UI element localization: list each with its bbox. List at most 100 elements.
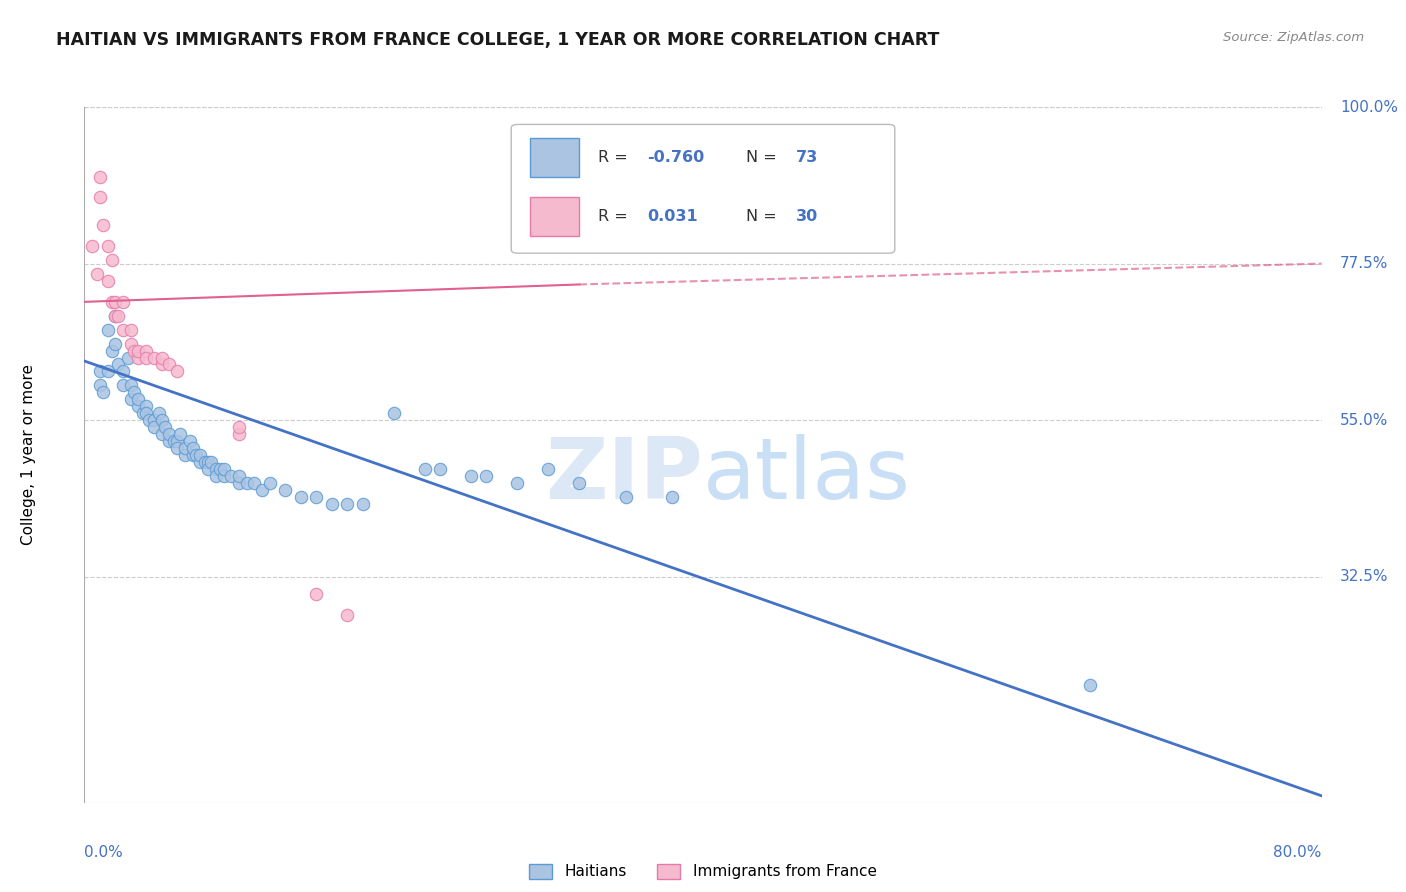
Point xyxy=(537,462,560,476)
Point xyxy=(475,468,498,483)
Point xyxy=(321,497,343,511)
Point xyxy=(89,190,111,204)
Text: -0.760: -0.760 xyxy=(647,150,704,165)
Text: N =: N = xyxy=(747,209,782,224)
Point xyxy=(101,253,124,268)
Point xyxy=(336,607,359,622)
Text: atlas: atlas xyxy=(703,434,911,517)
Point xyxy=(86,267,108,281)
Point xyxy=(212,468,235,483)
Point xyxy=(143,420,166,434)
Legend: Haitians, Immigrants from France: Haitians, Immigrants from France xyxy=(523,857,883,886)
Point xyxy=(112,378,135,392)
Point xyxy=(112,323,135,337)
Point xyxy=(104,336,127,351)
Point xyxy=(104,294,127,309)
Point xyxy=(117,351,139,365)
Point xyxy=(148,406,170,420)
Point xyxy=(194,455,217,469)
Text: R =: R = xyxy=(598,150,633,165)
Point xyxy=(127,351,149,365)
Point xyxy=(460,468,482,483)
Point xyxy=(174,448,197,462)
Point xyxy=(352,497,374,511)
Point xyxy=(120,336,142,351)
Text: HAITIAN VS IMMIGRANTS FROM FRANCE COLLEGE, 1 YEAR OR MORE CORRELATION CHART: HAITIAN VS IMMIGRANTS FROM FRANCE COLLEG… xyxy=(56,31,939,49)
Point xyxy=(150,358,173,372)
Point xyxy=(212,462,235,476)
Point xyxy=(188,448,211,462)
FancyBboxPatch shape xyxy=(530,197,579,235)
Point xyxy=(101,343,124,358)
Point xyxy=(274,483,297,497)
Point xyxy=(89,169,111,184)
Point xyxy=(159,358,180,372)
Point xyxy=(96,274,118,288)
Point xyxy=(127,399,149,413)
Point xyxy=(82,239,104,253)
Point xyxy=(135,343,157,358)
Point xyxy=(150,351,173,365)
Point xyxy=(135,399,157,413)
Text: 0.0%: 0.0% xyxy=(84,845,124,860)
Point xyxy=(290,490,312,504)
Text: 30: 30 xyxy=(796,209,818,224)
Point xyxy=(150,413,173,427)
Point xyxy=(243,475,266,490)
Point xyxy=(209,462,232,476)
Point xyxy=(228,475,250,490)
Point xyxy=(112,364,135,378)
Point xyxy=(228,420,250,434)
Point xyxy=(184,448,207,462)
Point xyxy=(122,385,145,400)
Point xyxy=(135,406,157,420)
Point xyxy=(205,468,228,483)
Point xyxy=(96,364,118,378)
Point xyxy=(259,475,281,490)
Point xyxy=(166,364,188,378)
Point xyxy=(614,490,637,504)
Point xyxy=(181,448,204,462)
Point xyxy=(120,392,142,407)
Point xyxy=(138,413,160,427)
Point xyxy=(205,462,228,476)
Point xyxy=(305,587,328,601)
Point xyxy=(107,309,129,323)
Point xyxy=(120,323,142,337)
Point xyxy=(174,441,197,455)
Point xyxy=(228,468,250,483)
Point xyxy=(91,385,114,400)
Point xyxy=(166,441,188,455)
Point xyxy=(200,455,222,469)
Point xyxy=(104,309,127,323)
Point xyxy=(159,427,180,442)
Point xyxy=(135,351,157,365)
Point xyxy=(159,434,180,448)
Point xyxy=(127,343,149,358)
Point xyxy=(143,413,166,427)
Point xyxy=(127,392,149,407)
Point xyxy=(382,406,405,420)
Text: College, 1 year or more: College, 1 year or more xyxy=(21,365,37,545)
Point xyxy=(89,378,111,392)
Point xyxy=(305,490,328,504)
Point xyxy=(96,323,118,337)
Point xyxy=(179,434,201,448)
Point xyxy=(568,475,591,490)
Point xyxy=(163,434,186,448)
Point xyxy=(107,358,129,372)
Text: 100.0%: 100.0% xyxy=(1340,100,1398,114)
Point xyxy=(197,455,219,469)
Point xyxy=(101,294,124,309)
Point xyxy=(429,462,451,476)
Text: 32.5%: 32.5% xyxy=(1340,569,1389,584)
Point xyxy=(166,434,188,448)
Point xyxy=(132,406,155,420)
Point xyxy=(219,468,242,483)
Point xyxy=(153,420,176,434)
FancyBboxPatch shape xyxy=(512,125,894,253)
Text: R =: R = xyxy=(598,209,633,224)
Point xyxy=(506,475,529,490)
Text: ZIP: ZIP xyxy=(546,434,703,517)
Point xyxy=(250,483,273,497)
